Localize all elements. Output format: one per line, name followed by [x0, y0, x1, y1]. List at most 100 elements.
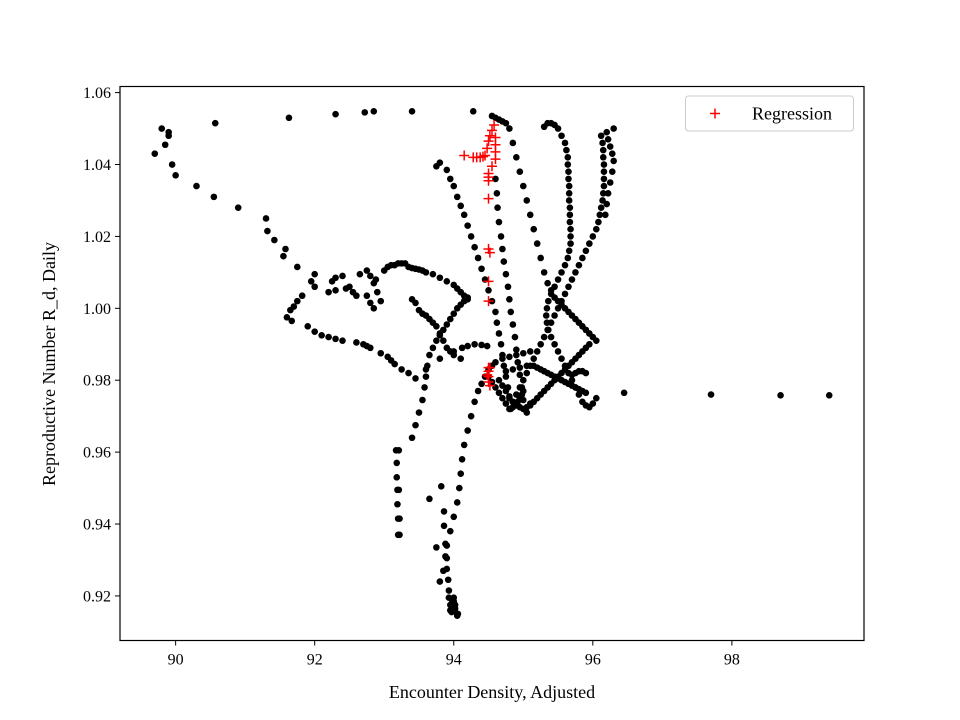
- data-point: [412, 375, 419, 382]
- data-point: [471, 243, 478, 251]
- data-point: [234, 204, 242, 211]
- data-point: [356, 270, 364, 278]
- data-point: [398, 366, 405, 373]
- data-point: [377, 297, 385, 305]
- data-point: [502, 400, 510, 407]
- data-point: [533, 348, 541, 355]
- regression-point: [459, 150, 470, 161]
- data-point: [464, 427, 471, 434]
- data-point: [509, 321, 517, 328]
- data-point: [589, 400, 597, 407]
- data-point: [395, 486, 403, 494]
- data-point: [294, 297, 301, 305]
- data-point: [599, 146, 607, 154]
- regression-point: [483, 371, 494, 382]
- data-point: [339, 272, 346, 280]
- data-point: [467, 233, 475, 240]
- data-point: [478, 380, 485, 388]
- data-point: [370, 305, 378, 312]
- data-point: [504, 283, 512, 291]
- y-tick-label: 1.02: [83, 229, 111, 246]
- regression-point: [484, 380, 495, 391]
- data-point: [440, 567, 447, 575]
- data-point: [509, 366, 517, 373]
- data-point: [440, 337, 447, 344]
- data-point: [600, 161, 608, 168]
- data-point: [493, 319, 501, 326]
- data-point: [777, 392, 784, 399]
- data-point: [568, 276, 576, 283]
- regression-point: [487, 161, 497, 172]
- data-point: [497, 233, 505, 240]
- data-point: [586, 240, 593, 247]
- data-point: [561, 139, 569, 147]
- data-point: [547, 319, 555, 326]
- x-tick-label: 92: [307, 652, 323, 669]
- data-point: [492, 308, 499, 316]
- data-point: [554, 125, 562, 132]
- data-point: [193, 182, 200, 190]
- data-point: [603, 128, 611, 136]
- data-point: [513, 391, 520, 398]
- data-point: [464, 342, 471, 350]
- y-axis-ticks: 0.92 0.94 0.96 0.98 1.00 1.02 1.04 1.06: [83, 85, 120, 605]
- data-point: [551, 283, 558, 291]
- data-point: [422, 373, 430, 380]
- legend-marker-regression: [710, 108, 720, 119]
- data-point: [537, 254, 544, 262]
- data-point: [332, 335, 339, 343]
- data-point: [433, 322, 440, 330]
- data-point: [436, 331, 444, 339]
- data-point: [561, 290, 569, 298]
- data-point: [304, 322, 312, 330]
- data-point: [342, 285, 350, 292]
- data-point: [394, 500, 401, 508]
- data-point: [469, 108, 477, 115]
- data-point: [500, 258, 508, 265]
- data-point: [596, 211, 604, 219]
- data-point: [332, 274, 339, 282]
- data-point: [514, 358, 522, 366]
- data-point: [523, 369, 531, 377]
- data-point: [495, 330, 503, 337]
- data-point: [450, 310, 458, 318]
- data-point: [513, 346, 520, 353]
- data-point: [600, 168, 608, 176]
- data-point: [210, 193, 218, 201]
- regression-point: [487, 125, 497, 136]
- y-tick-label: 1.00: [83, 301, 111, 318]
- data-point: [332, 110, 339, 118]
- data-point: [566, 211, 574, 219]
- y-axis-label: Reproductive Number R_d, Daily: [39, 242, 59, 486]
- regression-point: [483, 276, 494, 287]
- regression-point: [489, 119, 500, 130]
- data-point: [500, 362, 508, 370]
- regression-point: [484, 130, 495, 141]
- data-point: [707, 391, 715, 398]
- data-point: [353, 339, 360, 346]
- data-point: [592, 394, 600, 402]
- data-point: [421, 384, 428, 391]
- data-point: [456, 484, 463, 492]
- data-point: [457, 202, 465, 210]
- data-point: [426, 351, 433, 359]
- regression-point: [482, 143, 493, 154]
- data-point: [506, 125, 513, 132]
- data-point: [460, 441, 468, 449]
- data-point: [450, 182, 458, 190]
- data-point: [558, 132, 565, 140]
- data-point: [582, 389, 590, 397]
- data-point: [158, 125, 166, 132]
- data-point: [445, 587, 453, 594]
- data-point: [377, 349, 385, 357]
- data-point: [545, 297, 552, 305]
- data-point: [519, 376, 527, 384]
- data-point: [564, 161, 572, 168]
- data-point: [453, 499, 461, 506]
- data-point: [467, 412, 475, 420]
- regression-point: [477, 151, 488, 162]
- data-point: [363, 267, 371, 274]
- data-point: [499, 394, 506, 402]
- regression-point: [490, 154, 501, 165]
- data-point: [600, 175, 608, 183]
